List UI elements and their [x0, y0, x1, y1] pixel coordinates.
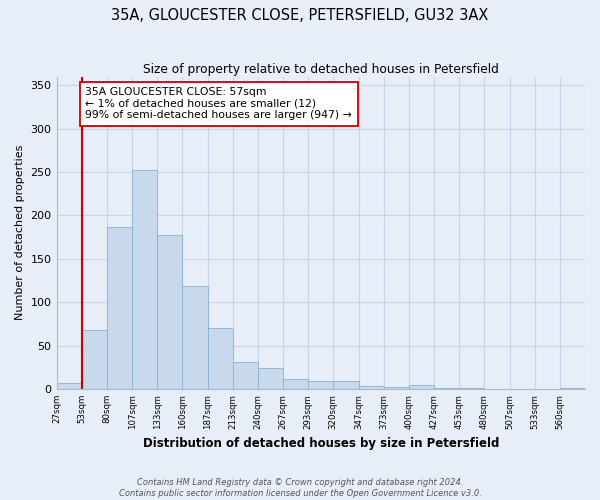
Text: 35A, GLOUCESTER CLOSE, PETERSFIELD, GU32 3AX: 35A, GLOUCESTER CLOSE, PETERSFIELD, GU32…: [112, 8, 488, 22]
Text: Contains HM Land Registry data © Crown copyright and database right 2024.
Contai: Contains HM Land Registry data © Crown c…: [119, 478, 481, 498]
Bar: [208, 328, 233, 389]
Bar: [560, 388, 585, 389]
Bar: [132, 170, 157, 389]
Bar: [334, 381, 359, 389]
Bar: [459, 388, 484, 389]
Y-axis label: Number of detached properties: Number of detached properties: [15, 145, 25, 320]
Bar: [82, 330, 107, 389]
Bar: [383, 387, 409, 389]
Bar: [56, 383, 82, 389]
X-axis label: Distribution of detached houses by size in Petersfield: Distribution of detached houses by size …: [143, 437, 499, 450]
Bar: [258, 368, 283, 389]
Bar: [157, 236, 182, 389]
Bar: [308, 381, 334, 389]
Bar: [182, 286, 208, 389]
Bar: [283, 378, 308, 389]
Bar: [359, 386, 383, 389]
Bar: [434, 388, 459, 389]
Bar: [233, 362, 258, 389]
Bar: [409, 384, 434, 389]
Title: Size of property relative to detached houses in Petersfield: Size of property relative to detached ho…: [143, 62, 499, 76]
Bar: [107, 226, 132, 389]
Text: 35A GLOUCESTER CLOSE: 57sqm
← 1% of detached houses are smaller (12)
99% of semi: 35A GLOUCESTER CLOSE: 57sqm ← 1% of deta…: [85, 87, 352, 120]
